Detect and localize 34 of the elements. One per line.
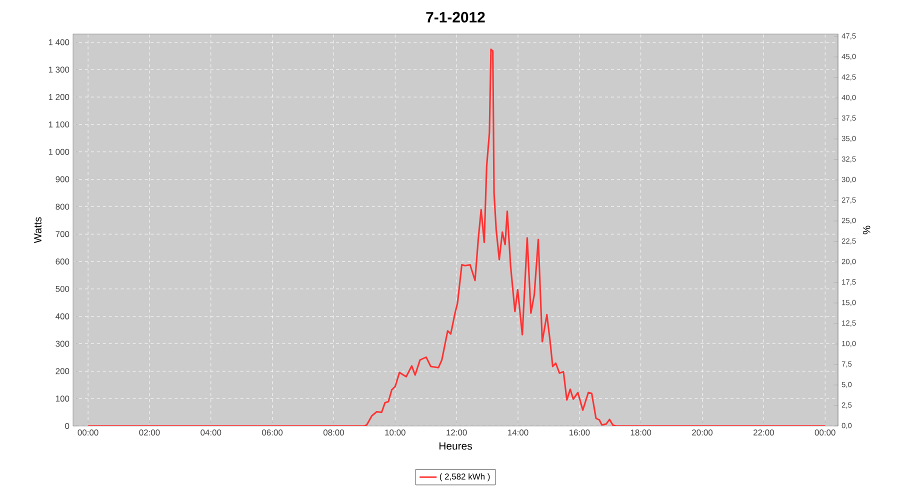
y-tick-label: 600 <box>56 258 70 265</box>
x-tick-label: 00:00 <box>78 430 98 436</box>
x-tick-label: 06:00 <box>262 430 283 436</box>
x-tick-label: 20:00 <box>692 430 713 436</box>
y-tick-label: 400 <box>56 313 70 320</box>
x-tick-label: 04:00 <box>200 430 222 436</box>
y-tick-label: 1 400 <box>48 39 70 46</box>
x-tick-label: 12:00 <box>446 430 467 436</box>
y-axis-title: Watts <box>34 217 42 244</box>
y-tick-label: 1 300 <box>48 66 70 73</box>
y-tick-label: 1 000 <box>48 148 70 155</box>
legend-label: ( 2,582 kWh ) <box>440 473 490 482</box>
x-tick-label: 14:00 <box>508 430 528 436</box>
y-tick-label: 900 <box>56 176 70 182</box>
y-tick-label: 0 <box>65 423 70 429</box>
y-tick-label: 200 <box>56 368 70 374</box>
x-tick-label: 18:00 <box>630 430 652 436</box>
x-tick-label: 02:00 <box>139 430 160 436</box>
x-tick-label: 16:00 <box>569 430 590 436</box>
y-tick-label: 500 <box>56 286 70 292</box>
x-tick-label: 08:00 <box>323 430 344 436</box>
y-tick-label: 100 <box>56 396 70 402</box>
line-series <box>87 48 826 426</box>
y-tick-label: 1 200 <box>48 94 70 100</box>
x-tick-label: 22:00 <box>754 430 774 436</box>
chart-title: 7-1-2012 <box>426 12 485 22</box>
y-tick-label: 1 100 <box>48 121 70 128</box>
y-tick-label: 700 <box>56 231 70 238</box>
y2-axis-title: % <box>862 226 870 234</box>
x-axis-title: Heures <box>440 442 472 450</box>
x-tick-label: 00:00 <box>814 430 836 436</box>
x-tick-label: 10:00 <box>385 430 406 436</box>
y-tick-label: 300 <box>56 340 70 347</box>
y-tick-label: 800 <box>56 204 70 210</box>
